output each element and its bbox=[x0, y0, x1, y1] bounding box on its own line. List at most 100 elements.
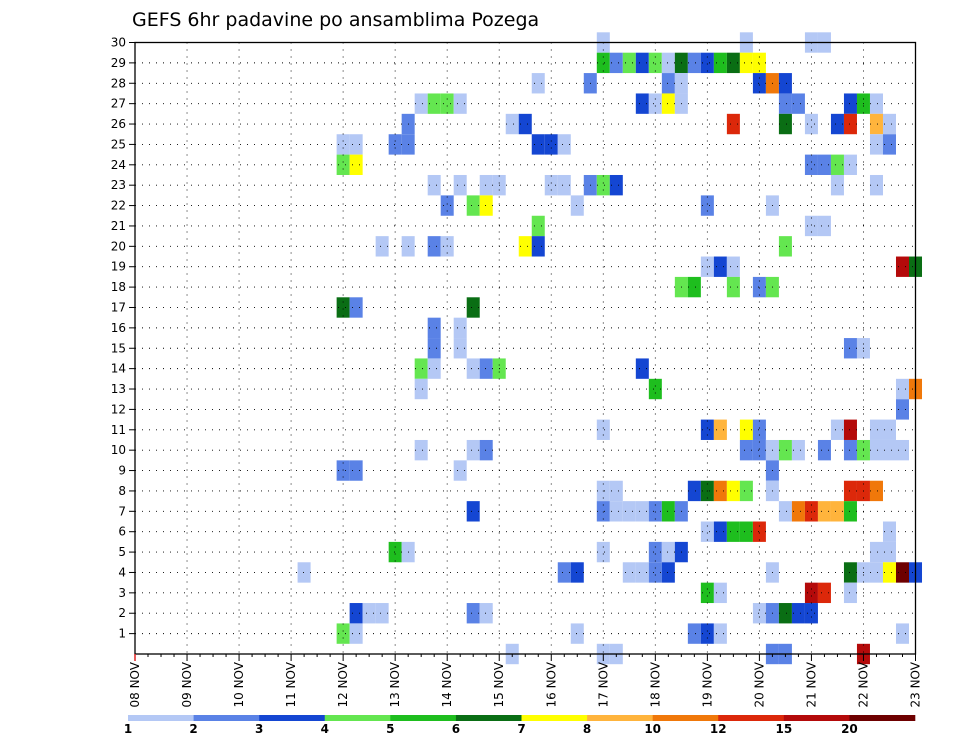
heatmap-cell bbox=[843, 154, 857, 175]
y-tick-label: 24 bbox=[111, 158, 126, 172]
y-tick-label: 27 bbox=[111, 97, 126, 111]
heatmap-cell bbox=[648, 541, 662, 563]
heatmap-cell bbox=[427, 358, 441, 379]
heatmap-cell bbox=[895, 378, 909, 400]
heatmap-cell bbox=[609, 52, 623, 74]
legend-label: 12 bbox=[710, 722, 727, 736]
heatmap-cell bbox=[544, 174, 558, 196]
heatmap-cell bbox=[843, 93, 857, 114]
y-tick-label: 21 bbox=[111, 219, 126, 233]
heatmap-cell bbox=[752, 521, 766, 542]
heatmap-cell bbox=[700, 521, 714, 542]
heatmap-cell bbox=[349, 460, 363, 481]
y-tick-label: 8 bbox=[118, 484, 126, 498]
x-tick-label: 18 NOV bbox=[648, 661, 662, 707]
plot-frame bbox=[134, 41, 917, 655]
heatmap-cell bbox=[427, 338, 441, 359]
heatmap-cell bbox=[661, 541, 675, 563]
x-tick-label: 23 NOV bbox=[909, 661, 923, 707]
heatmap-cell bbox=[830, 501, 844, 522]
heatmap-cell bbox=[349, 297, 363, 318]
heatmap-cell bbox=[596, 174, 610, 196]
y-axis: 1234567891011121314151617181920212223242… bbox=[111, 36, 135, 641]
heatmap-cell bbox=[791, 93, 805, 114]
heatmap-cell bbox=[414, 439, 428, 461]
legend-swatch bbox=[259, 715, 326, 721]
heatmap-cell bbox=[479, 358, 493, 379]
heatmap-cell bbox=[804, 113, 818, 135]
x-tick-label: 12 NOV bbox=[336, 661, 350, 707]
heatmap-cell bbox=[778, 73, 792, 94]
x-tick-label: 20 NOV bbox=[752, 661, 766, 707]
x-tick-label: 10 NOV bbox=[232, 661, 246, 707]
heatmap-cell bbox=[336, 623, 350, 644]
heatmap-cell bbox=[518, 113, 532, 135]
heatmap-cell bbox=[609, 174, 623, 196]
x-tick-label: 15 NOV bbox=[492, 661, 506, 707]
heatmap-cell bbox=[882, 541, 896, 563]
heatmap-cell bbox=[635, 358, 649, 379]
heatmap-cell bbox=[843, 338, 857, 359]
heatmap-cell bbox=[609, 480, 623, 502]
heatmap-cell bbox=[570, 195, 584, 216]
heatmap-cell bbox=[726, 276, 740, 298]
heatmap-cell bbox=[336, 297, 350, 318]
heatmap-cell bbox=[479, 174, 493, 196]
heatmap-cell bbox=[388, 541, 402, 563]
y-tick-label: 4 bbox=[118, 565, 126, 579]
heatmap-cell bbox=[414, 93, 428, 114]
legend-swatch bbox=[652, 715, 719, 721]
heatmap-cell bbox=[843, 113, 857, 135]
heatmap-cell bbox=[453, 93, 467, 114]
heatmap-cell bbox=[466, 195, 480, 216]
heatmap-cell bbox=[804, 215, 818, 237]
heatmap-cell bbox=[427, 317, 441, 339]
heatmap-cell bbox=[739, 480, 753, 502]
color-legend: 1 2 3 4 5 6 7 8 10 12 15 20 bbox=[124, 715, 916, 736]
heatmap-cell bbox=[531, 236, 545, 257]
heatmap-cell bbox=[713, 521, 727, 542]
heatmap-cell bbox=[505, 113, 519, 135]
y-tick-label: 16 bbox=[111, 321, 126, 335]
legend-swatch bbox=[390, 715, 457, 721]
heatmap-cell bbox=[752, 603, 766, 624]
heatmap-cell bbox=[440, 195, 454, 216]
heatmap-cell bbox=[791, 439, 805, 461]
heatmap-cell bbox=[791, 603, 805, 624]
heatmap-cell bbox=[778, 603, 792, 624]
heatmap-cell bbox=[466, 358, 480, 379]
x-tick-label: 14 NOV bbox=[440, 661, 454, 707]
heatmap-cell bbox=[726, 113, 740, 135]
y-tick-label: 15 bbox=[111, 341, 126, 355]
y-tick-label: 14 bbox=[111, 362, 126, 376]
heatmap-cell bbox=[895, 399, 909, 420]
heatmap-cell bbox=[518, 236, 532, 257]
heatmap-cell bbox=[817, 154, 831, 175]
heatmap-cell bbox=[830, 154, 844, 175]
heatmap-cell bbox=[648, 562, 662, 583]
heatmap-cell bbox=[726, 256, 740, 277]
y-tick-label: 30 bbox=[111, 36, 126, 50]
heatmap-cell bbox=[635, 52, 649, 74]
heatmap-cell bbox=[713, 419, 727, 440]
heatmap-cell bbox=[869, 562, 883, 583]
heatmap-cell bbox=[622, 501, 636, 522]
legend-swatch bbox=[587, 715, 653, 721]
y-tick-label: 6 bbox=[118, 525, 126, 539]
heatmap-cell bbox=[362, 603, 376, 624]
heatmap-cell bbox=[804, 582, 818, 604]
heatmap-cell bbox=[336, 154, 350, 175]
y-tick-label: 22 bbox=[111, 199, 126, 213]
y-tick-label: 18 bbox=[111, 280, 126, 294]
x-tick-label: 13 NOV bbox=[388, 661, 402, 707]
heatmap-cell bbox=[349, 623, 363, 644]
y-tick-label: 1 bbox=[118, 627, 126, 641]
heatmap-cell bbox=[817, 501, 831, 522]
heatmap-cell bbox=[466, 297, 480, 318]
heatmap-cell bbox=[726, 480, 740, 502]
heatmap-cell bbox=[843, 480, 857, 502]
heatmap-cell bbox=[622, 52, 636, 74]
y-tick-label: 29 bbox=[111, 56, 126, 70]
heatmap-cell bbox=[843, 439, 857, 461]
